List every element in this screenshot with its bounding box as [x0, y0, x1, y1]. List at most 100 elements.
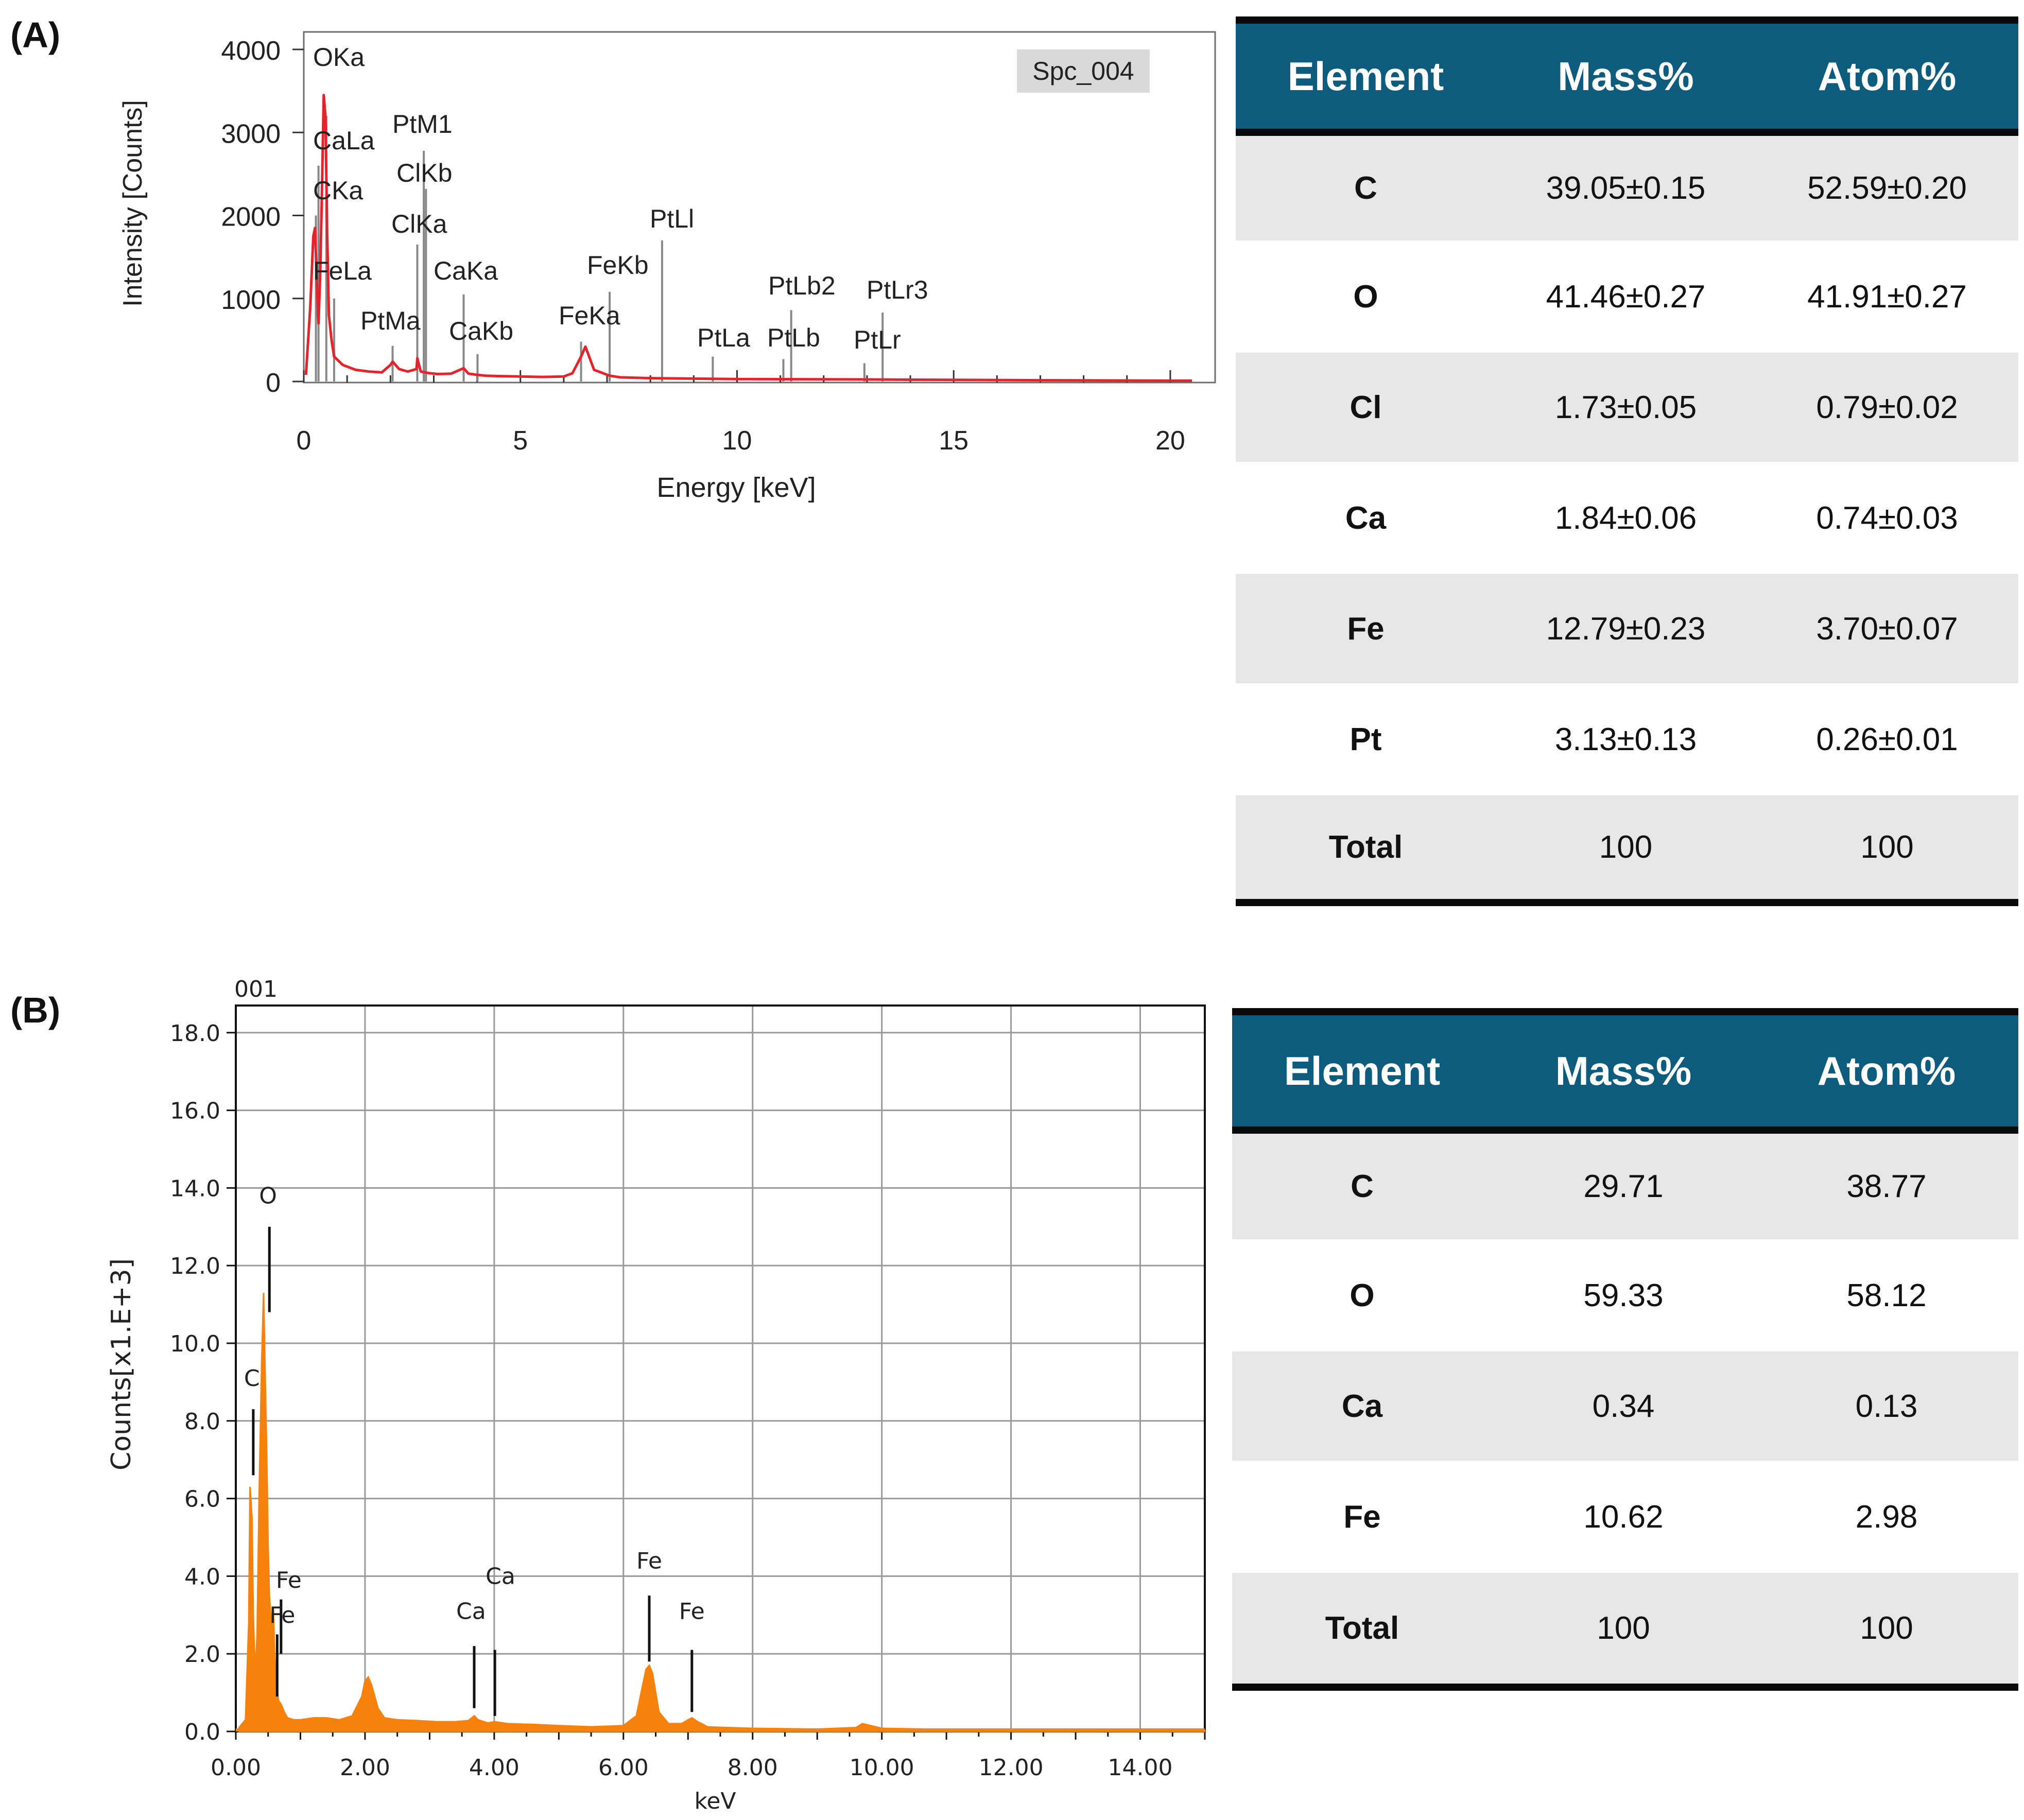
element-cell: O — [1353, 279, 1378, 315]
x-tick-label-a: 10 — [722, 426, 752, 456]
mass-cell: 100 — [1496, 795, 1756, 903]
peak-label-a: PtLb — [767, 323, 820, 352]
x-tick-label-b: 12.00 — [979, 1755, 1044, 1781]
table-header-mass: Mass% — [1492, 1012, 1755, 1130]
atom-cell: 3.70±0.07 — [1756, 574, 2018, 683]
x-tick-label-b: 4.00 — [469, 1755, 520, 1781]
y-tick-label-b: 0.0 — [184, 1719, 220, 1745]
chart-title-b: 001 — [234, 976, 278, 1002]
y-tick-label-a: 2000 — [221, 202, 281, 232]
element-cell: Pt — [1350, 721, 1382, 757]
peak-label-a: FeLa — [313, 256, 372, 285]
element-cell: C — [1232, 1130, 1492, 1239]
atom-cell: 100 — [1755, 1573, 2018, 1687]
x-tick-label-b: 8.00 — [728, 1755, 778, 1781]
atom-cell: 0.74±0.03 — [1816, 500, 1958, 536]
mass-cell: 12.79±0.23 — [1496, 574, 1756, 683]
atom-cell: 0.79±0.02 — [1756, 353, 2018, 462]
mass-cell: 41.46±0.27 — [1546, 279, 1706, 315]
peak-label-a: CaKb — [449, 317, 513, 345]
atom-cell: 52.59±0.20 — [1756, 132, 2018, 240]
peak-label-a: CaKa — [434, 256, 498, 285]
table-header-atom: Atom% — [1756, 20, 2018, 132]
table-row: Fe 12.79±0.23 3.70±0.07 — [1236, 574, 2018, 683]
table-header-element: Element — [1232, 1012, 1492, 1130]
peak-label-a: FeKb — [587, 251, 649, 280]
mass-cell: 0.34 — [1492, 1351, 1755, 1461]
element-cell: Fe — [1343, 1499, 1381, 1535]
table-row-total: Total 100 100 — [1236, 795, 2018, 903]
table-row-total: Total 100 100 — [1232, 1573, 2018, 1687]
spectrum-area-b — [238, 1292, 1206, 1732]
mass-cell: 59.33 — [1583, 1277, 1664, 1313]
table-row: C 29.71 38.77 — [1232, 1130, 2018, 1239]
y-axis-label-a: Intensity [Counts] — [118, 100, 148, 307]
element-cell: Cl — [1236, 353, 1496, 462]
x-tick-label-a: 15 — [939, 426, 968, 456]
table-row: C 39.05±0.15 52.59±0.20 — [1236, 132, 2018, 240]
atom-cell: 100 — [1756, 795, 2018, 903]
peak-label-b: Ca — [456, 1598, 486, 1624]
x-axis-label-a: Energy [keV] — [656, 472, 816, 503]
table-row: Ca 1.84±0.06 0.74±0.03 — [1236, 462, 2018, 574]
peak-label-a: FeKa — [559, 301, 620, 330]
peak-label-a: CaLa — [313, 126, 375, 155]
atom-cell: 41.91±0.27 — [1807, 279, 1967, 315]
peak-label-b: Fe — [276, 1567, 302, 1593]
atom-cell: 2.98 — [1855, 1499, 1918, 1535]
peak-label-a: PtLr — [854, 325, 901, 354]
y-tick-label-b: 16.0 — [170, 1098, 220, 1124]
y-tick-label-a: 4000 — [221, 36, 281, 66]
element-cell: Ca — [1232, 1351, 1492, 1461]
table-row: Cl 1.73±0.05 0.79±0.02 — [1236, 353, 2018, 462]
peak-label-a: PtM1 — [392, 110, 453, 138]
mass-cell: 29.71 — [1492, 1130, 1755, 1239]
mass-cell: 1.73±0.05 — [1496, 353, 1756, 462]
element-cell: Fe — [1236, 574, 1496, 683]
atom-cell: 0.13 — [1755, 1351, 2018, 1461]
y-tick-label-b: 4.0 — [184, 1564, 220, 1590]
y-tick-label-b: 14.0 — [170, 1175, 220, 1202]
x-tick-label-b: 6.00 — [598, 1755, 649, 1781]
mass-cell: 10.62 — [1583, 1499, 1664, 1535]
y-tick-label-a: 1000 — [221, 285, 281, 315]
panel-b-letter: (B) — [10, 990, 61, 1030]
peak-label-b: Fe — [679, 1598, 705, 1624]
peak-label-a: PtMa — [360, 306, 421, 335]
plot-frame-b — [235, 1004, 1206, 1732]
peak-label-a: ClKb — [396, 159, 452, 187]
peak-label-a: OKa — [313, 43, 365, 72]
table-header-element: Element — [1236, 20, 1496, 132]
spectrum-line-a — [304, 94, 1192, 382]
x-tick-label-b: 2.00 — [340, 1755, 390, 1781]
y-tick-label-b: 18.0 — [170, 1020, 220, 1047]
x-tick-label-b: 0.00 — [211, 1755, 261, 1781]
y-tick-label-a: 0 — [266, 368, 281, 398]
mass-cell: 39.05±0.15 — [1496, 132, 1756, 240]
y-tick-label-b: 8.0 — [184, 1409, 220, 1435]
legend-box-a — [1017, 49, 1150, 93]
mass-cell: 100 — [1492, 1573, 1755, 1687]
table-row: Fe 10.62 2.98 — [1232, 1461, 2018, 1573]
x-tick-label-a: 20 — [1155, 426, 1185, 456]
atom-cell: 58.12 — [1846, 1277, 1927, 1313]
table-header-mass: Mass% — [1496, 20, 1756, 132]
table-row: Pt 3.13±0.13 0.26±0.01 — [1236, 683, 2018, 795]
y-tick-label-b: 2.0 — [184, 1641, 220, 1668]
x-tick-label-a: 0 — [297, 426, 312, 456]
peak-label-b: Fe — [636, 1548, 662, 1574]
atom-cell: 38.77 — [1755, 1130, 2018, 1239]
y-tick-label-b: 12.0 — [170, 1253, 220, 1279]
x-tick-label-b: 10.00 — [850, 1755, 914, 1781]
element-cell: O — [1350, 1277, 1375, 1313]
peak-label-a: PtLb2 — [768, 271, 836, 300]
x-tick-label-a: 5 — [513, 426, 528, 456]
element-cell: Total — [1236, 795, 1496, 903]
peak-label-a: PtLr3 — [867, 275, 928, 304]
peak-label-b: O — [259, 1183, 277, 1209]
table-row: Ca 0.34 0.13 — [1232, 1351, 2018, 1461]
peak-label-b: Ca — [486, 1563, 515, 1589]
peak-label-a: ClKa — [391, 210, 447, 238]
y-tick-label-b: 6.0 — [184, 1486, 220, 1513]
